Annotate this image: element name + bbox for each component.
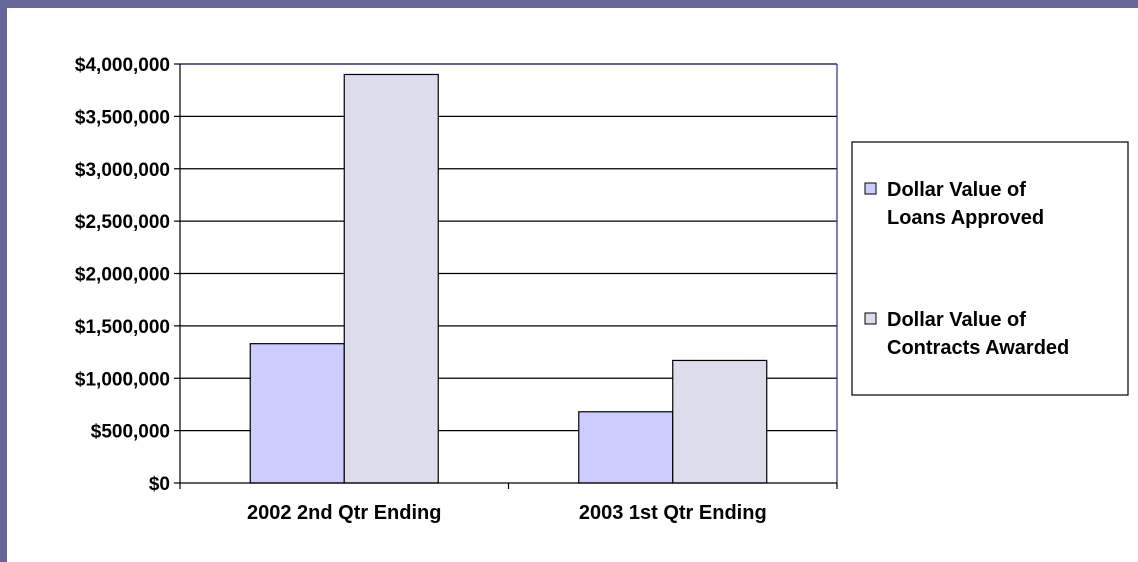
bars	[249, 73, 768, 484]
y-tick-label: $3,000,000	[75, 160, 170, 181]
legend-label: Loans Approved	[887, 207, 1044, 229]
bar	[249, 343, 345, 484]
bar	[672, 359, 768, 484]
legend-label: Dollar Value of	[887, 179, 1026, 201]
legend-label: Dollar Value of	[887, 309, 1026, 331]
y-tick-label: $1,000,000	[75, 369, 170, 390]
x-axis-category-labels: 2002 2nd Qtr Ending 2003 1st Qtr Ending	[247, 502, 767, 524]
legend-box	[851, 141, 1129, 396]
y-tick-label: $2,000,000	[75, 265, 170, 286]
y-axis-tick-labels: $0 $500,000 $1,000,000 $1,500,000 $2,000,000…	[75, 55, 170, 495]
axes	[174, 63, 838, 489]
legend-swatch	[864, 312, 877, 325]
y-tick-label: $2,500,000	[75, 212, 170, 233]
y-tick-label: $0	[149, 474, 170, 495]
x-category-label: 2002 2nd Qtr Ending	[247, 502, 441, 524]
y-tick-label: $500,000	[91, 422, 170, 443]
legend: Dollar Value of Loans Approved Dollar Valu…	[851, 141, 1129, 396]
bar	[578, 411, 674, 484]
legend-swatch	[864, 182, 877, 195]
legend-label: Contracts Awarded	[887, 337, 1069, 359]
x-category-label: 2003 1st Qtr Ending	[579, 502, 767, 524]
y-tick-label: $3,500,000	[75, 107, 170, 128]
bar	[343, 73, 439, 484]
bar-chart: $0 $500,000 $1,000,000 $1,500,000 $2,000,000…	[75, 55, 1129, 524]
y-tick-label: $1,500,000	[75, 317, 170, 338]
y-tick-label: $4,000,000	[75, 55, 170, 76]
